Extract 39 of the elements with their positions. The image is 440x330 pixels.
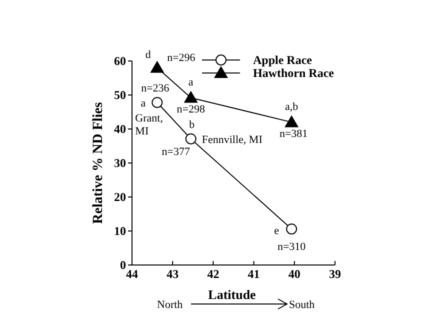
annotation: e <box>274 224 280 237</box>
y-axis-title: Relative % ND Flies <box>91 102 106 224</box>
y-tick-label: 60 <box>114 54 126 68</box>
x-axis-title: Latitude <box>208 287 256 302</box>
annotation: n=377 <box>162 146 190 158</box>
annotation: Fennville, MI <box>202 134 263 146</box>
annotation: a,b <box>284 101 299 114</box>
annotation: a <box>188 76 194 89</box>
annotation: n=381 <box>279 128 308 140</box>
legend-label: Hawthorn Race <box>253 66 335 80</box>
annotation: Grant, MI <box>135 112 164 138</box>
point <box>286 223 298 234</box>
x-tick-label: 43 <box>166 267 179 281</box>
y-tick-label: 50 <box>114 88 126 102</box>
x-tick-label: 40 <box>288 267 300 281</box>
annotation: n=296 <box>167 52 196 64</box>
annotation: n=236 <box>141 82 170 94</box>
point <box>184 90 198 103</box>
x-tick-label: 42 <box>207 267 220 281</box>
point <box>152 96 163 108</box>
y-tick-label: 10 <box>114 224 126 238</box>
y-tick-label: 0 <box>120 258 126 272</box>
annotation: d <box>145 48 152 61</box>
y-tick-label: 40 <box>114 122 126 136</box>
legend-label: Apple Race <box>253 53 313 67</box>
annotation: b <box>189 118 196 131</box>
annotation: n=298 <box>176 104 206 116</box>
x-tick-label: 39 <box>329 267 341 281</box>
annotation: n=310 <box>277 240 306 253</box>
point <box>284 115 299 128</box>
x-tick-label: 44 <box>126 267 138 281</box>
point <box>185 133 196 144</box>
y-tick-label: 20 <box>114 190 126 204</box>
annotation: a <box>140 97 146 110</box>
x-tick-label: 41 <box>248 267 260 281</box>
text: North <box>157 299 184 311</box>
point <box>150 60 164 73</box>
text: South <box>289 299 316 311</box>
y-tick-label: 30 <box>114 156 126 170</box>
